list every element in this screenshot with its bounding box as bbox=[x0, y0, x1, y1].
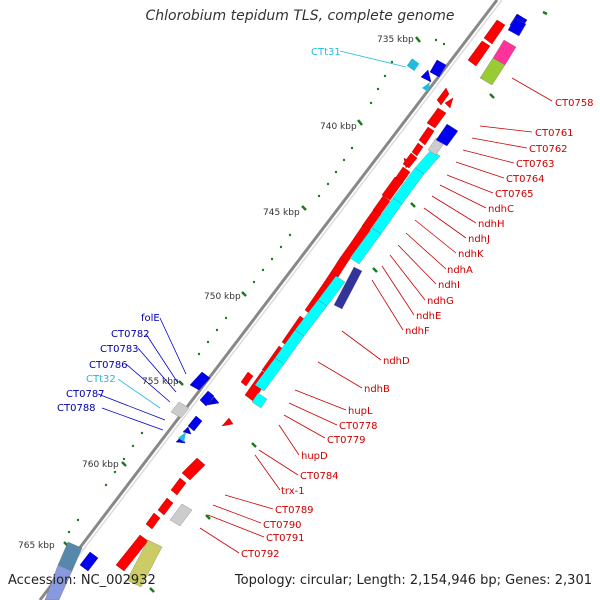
gene-arrow-ct0758b bbox=[483, 19, 506, 45]
gene-arrow-ct0787 bbox=[182, 426, 192, 435]
label-hupd: hupD bbox=[301, 451, 328, 462]
gene-arrow-folE bbox=[189, 371, 211, 391]
genome-summary-text: Topology: circular; Length: 2,154,946 bp… bbox=[234, 573, 592, 588]
scale-ring-dots bbox=[67, 38, 446, 534]
label-ct0784: CT0784 bbox=[300, 471, 339, 482]
label-ct0787: CT0787 bbox=[66, 389, 105, 400]
accession-text: Accession: NC_002932 bbox=[8, 573, 156, 588]
label-ndhi: ndhI bbox=[438, 280, 460, 291]
label-ct0783: CT0783 bbox=[100, 344, 139, 355]
scale-ticks bbox=[63, 10, 548, 593]
genome-backbone-shadow bbox=[44, 0, 503, 600]
label-ct0779: CT0779 bbox=[327, 435, 366, 446]
label-ct0778: CT0778 bbox=[339, 421, 378, 432]
scale-label-735: 735 kbp bbox=[377, 35, 414, 45]
gene-arrow-ct0784 bbox=[221, 417, 234, 427]
gene-arrow-ndhh bbox=[381, 176, 404, 201]
gene-arrow-ct0783 bbox=[206, 396, 220, 406]
scale-label-755: 755 kbp bbox=[142, 377, 179, 387]
label-ct0758: CT0758 bbox=[555, 98, 594, 109]
label-ndhh: ndhH bbox=[478, 219, 505, 230]
gene-arrow-ct0782 bbox=[199, 390, 215, 407]
gene-arrow-ct0778 bbox=[240, 371, 254, 387]
label-ct0788: CT0788 bbox=[57, 403, 96, 414]
label-ndhd: ndhD bbox=[383, 356, 410, 367]
label-ndhb: ndhB bbox=[364, 384, 390, 395]
label-ct0786: CT0786 bbox=[89, 360, 128, 371]
cog-indigo-bottom bbox=[44, 564, 73, 600]
label-ct0790: CT0790 bbox=[263, 520, 302, 531]
forward-gene-labels: CT0758 CT0761 CT0762 CT0763 CT0764 CT076… bbox=[241, 98, 594, 560]
leader-lines-forward bbox=[199, 77, 553, 554]
label-ct0782: CT0782 bbox=[111, 329, 150, 340]
label-hupl: hupL bbox=[348, 406, 373, 417]
rna-ctt31 bbox=[406, 58, 420, 71]
gene-arrow-ct0761 bbox=[436, 87, 450, 106]
label-ct0792: CT0792 bbox=[241, 549, 280, 560]
gene-arrow-ct0763 bbox=[418, 126, 435, 146]
scale-label-765: 765 kbp bbox=[18, 541, 55, 551]
cog-gray-block-2 bbox=[170, 401, 190, 419]
genome-backbone bbox=[38, 0, 499, 600]
label-ndhj: ndhJ bbox=[468, 234, 490, 245]
scale-label-750: 750 kbp bbox=[204, 292, 241, 302]
cog-indigo-block bbox=[333, 266, 363, 310]
gene-arrow-ct0762 bbox=[426, 107, 447, 129]
rna-ctt31-b bbox=[422, 82, 430, 92]
scale-label-760: 760 kbp bbox=[82, 460, 119, 470]
cog-gray-block-3 bbox=[169, 503, 193, 527]
label-ct0763: CT0763 bbox=[516, 159, 555, 170]
gene-arrow-ct0758 bbox=[467, 40, 491, 67]
rna-ctt32 bbox=[178, 432, 186, 442]
cog-khaki-block bbox=[126, 539, 163, 588]
rna-track bbox=[178, 58, 430, 442]
cog-track bbox=[44, 17, 527, 600]
label-ct0762: CT0762 bbox=[529, 144, 568, 155]
scale-label-745: 745 kbp bbox=[263, 208, 300, 218]
gene-arrow-ct0789 bbox=[170, 477, 187, 496]
label-ct0789: CT0789 bbox=[275, 505, 314, 516]
gene-arrow-ndhc-tip bbox=[403, 157, 411, 169]
cog-blue-block bbox=[435, 123, 459, 147]
cog-cyan-block-9 bbox=[251, 392, 268, 409]
cog-blue-top bbox=[507, 17, 527, 37]
reverse-gene-labels: CTt31 folE CT0782 CT0783 CT0786 CTt32 CT… bbox=[57, 47, 341, 414]
label-ct0764: CT0764 bbox=[506, 174, 545, 185]
label-trx: trx-1 bbox=[281, 486, 305, 497]
gene-arrow-ct0758-tip bbox=[444, 97, 454, 109]
label-ndhf: ndhF bbox=[405, 326, 430, 337]
gene-arrow-ctt31-neighbor bbox=[429, 59, 447, 78]
label-ct0765: CT0765 bbox=[495, 189, 534, 200]
leader-lines-reverse bbox=[97, 317, 187, 431]
cog-olive-block bbox=[479, 57, 506, 86]
label-ndhk: ndhK bbox=[458, 249, 484, 260]
label-ndhc: ndhC bbox=[488, 204, 514, 215]
label-ndhg: ndhG bbox=[427, 296, 454, 307]
gene-arrow-ct0805 bbox=[79, 551, 99, 572]
gene-arrow-ctt31-b bbox=[420, 69, 432, 83]
label-ct0791: CT0791 bbox=[266, 533, 305, 544]
gene-arrow-ct0791 bbox=[145, 512, 161, 530]
leader-lines-rna bbox=[117, 50, 407, 409]
label-ndhe: ndhE bbox=[416, 311, 441, 322]
cog-cyan-block-4 bbox=[349, 227, 382, 265]
cog-cyan-block-8 bbox=[254, 357, 285, 392]
gene-arrow-ct0786 bbox=[187, 415, 203, 432]
label-ctt31: CTt31 bbox=[311, 47, 341, 58]
label-ctt32: CTt32 bbox=[86, 374, 116, 385]
label-fole: folE bbox=[141, 313, 160, 324]
label-ndha: ndhA bbox=[447, 265, 473, 276]
gene-arrow-trx bbox=[181, 457, 206, 481]
gene-arrow-ct0764 bbox=[411, 142, 424, 157]
scale-label-740: 740 kbp bbox=[320, 122, 357, 132]
label-ct0761: CT0761 bbox=[535, 128, 574, 139]
gene-arrow-ct0790 bbox=[157, 497, 174, 516]
map-title: Chlorobium tepidum TLS, complete genome bbox=[145, 8, 455, 24]
